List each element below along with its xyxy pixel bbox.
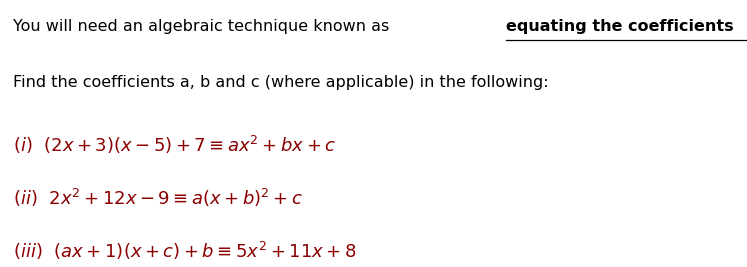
Text: You will need an algebraic technique known as: You will need an algebraic technique kno… [13,19,395,34]
Text: $(ii)\ \ 2x^2+12x-9\equiv a(x+b)^2+c$: $(ii)\ \ 2x^2+12x-9\equiv a(x+b)^2+c$ [13,187,303,209]
Text: equating the coefficients: equating the coefficients [506,19,733,34]
Text: $(iii)\ \ (ax+1)(x+c)+b\equiv 5x^2+11x+8$: $(iii)\ \ (ax+1)(x+c)+b\equiv 5x^2+11x+8… [13,240,357,262]
Text: $(i)\ \ (2x+3)(x-5)+7\equiv ax^2+bx+c$: $(i)\ \ (2x+3)(x-5)+7\equiv ax^2+bx+c$ [13,134,337,156]
Text: Find the coefficients a, b and c (where applicable) in the following:: Find the coefficients a, b and c (where … [13,75,549,90]
